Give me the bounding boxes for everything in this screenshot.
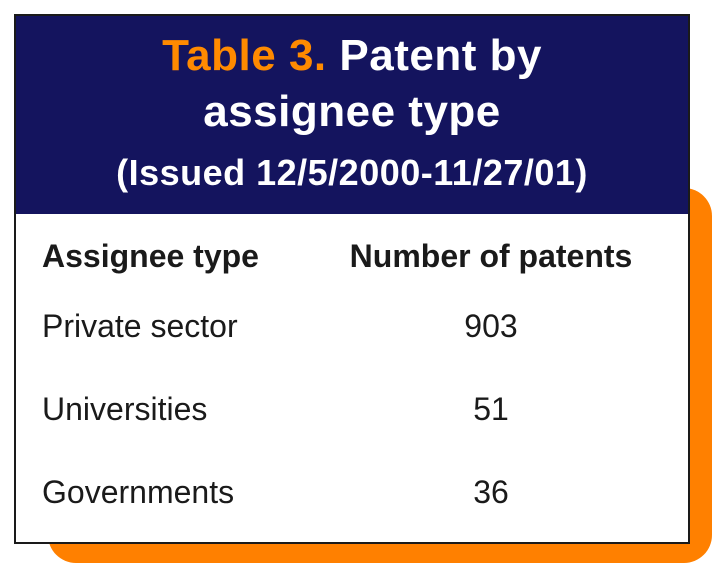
patent-count: 903 bbox=[464, 308, 518, 344]
header-band: Table 3. Patent by assignee type (Issued… bbox=[16, 16, 688, 214]
patent-count: 51 bbox=[473, 391, 509, 427]
assignee-type: Private sector bbox=[42, 308, 238, 344]
assignee-type: Universities bbox=[42, 391, 208, 427]
column-header: Assignee type bbox=[42, 238, 259, 274]
subtitle: (Issued 12/5/2000-11/27/01) bbox=[116, 152, 588, 193]
table-card: Table 3. Patent by assignee type (Issued… bbox=[14, 14, 690, 544]
title-label: Table 3. bbox=[162, 31, 327, 80]
assignee-type: Governments bbox=[42, 474, 235, 510]
title-text: Patent by assignee type bbox=[203, 31, 542, 136]
title: Table 3. Patent by assignee type bbox=[117, 28, 587, 140]
patent-count: 36 bbox=[473, 474, 509, 510]
column-header: Number of patents bbox=[349, 238, 633, 274]
